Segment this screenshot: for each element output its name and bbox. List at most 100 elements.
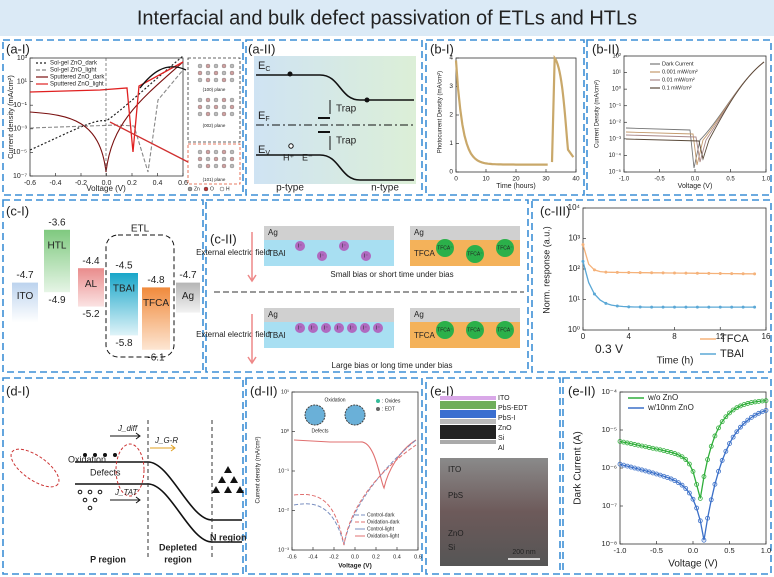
inset-qd [304, 404, 326, 426]
energy-level [44, 229, 70, 293]
atom-label: H [226, 186, 230, 192]
x-tick-label: 0.4 [153, 180, 163, 187]
marker [749, 415, 754, 420]
atom [221, 97, 227, 103]
marker [683, 457, 689, 462]
y-tick-label: 10⁻⁷ [602, 501, 617, 510]
y-tick-label: 10³ [568, 234, 580, 243]
legend-entry: Sol-gel ZnO_light [50, 68, 97, 74]
curve [582, 244, 755, 275]
carrier [93, 453, 97, 457]
curve [29, 61, 184, 153]
label: N region [210, 532, 247, 542]
atom [205, 149, 211, 155]
x-tick-label: 0.2 [372, 554, 380, 560]
device-layer [440, 419, 496, 424]
label: J_diff [117, 424, 138, 433]
carrier [212, 486, 220, 493]
atom [221, 77, 227, 83]
atom [213, 70, 219, 76]
energy-value: -4.7 [179, 270, 197, 281]
atom [205, 156, 211, 162]
x-axis-title: Time (h) [657, 356, 694, 367]
atom [197, 111, 203, 117]
atom [205, 97, 211, 103]
ion-label: I⁻ [337, 325, 341, 331]
panel-label: (d-I) [6, 383, 30, 398]
label: : EDT [382, 406, 395, 412]
subscript: V [265, 150, 270, 157]
energy-level [176, 282, 200, 313]
x-tick-label: 0 [581, 332, 586, 341]
arrow [110, 432, 141, 440]
atom [229, 163, 235, 169]
atom [205, 63, 211, 69]
curve [29, 55, 184, 151]
carrier [230, 476, 238, 483]
atom [213, 163, 219, 169]
curve [625, 61, 765, 161]
y-tick-label: 10⁰ [612, 86, 622, 93]
curve [619, 400, 767, 499]
plane-label: (101) plane [203, 177, 226, 182]
marker [679, 482, 685, 488]
ion-label: I⁻ [376, 325, 380, 331]
x-tick-label: 20 [512, 176, 520, 183]
marker [679, 454, 685, 460]
marker [683, 486, 689, 491]
legend-entry: 0.001 mW/cm² [662, 69, 698, 75]
label: P region [90, 554, 126, 564]
x-tick-label: 0.0 [688, 546, 698, 555]
label: E⁻ [302, 152, 313, 162]
marker [730, 407, 736, 413]
x-axis-title: Voltage (V) [678, 183, 713, 190]
x-axis-title: Voltage (V) [668, 559, 717, 570]
x-tick-label: 0.0 [102, 180, 112, 187]
energy-level [110, 273, 138, 336]
x-tick-label: 0.5 [726, 177, 735, 183]
carrier [103, 453, 107, 457]
y-tick-label: 10⁰ [281, 428, 290, 435]
ion-label: I⁻ [311, 325, 315, 331]
device-layer [440, 410, 496, 418]
x-tick-label: -0.6 [24, 180, 36, 187]
x-tick-label: -0.4 [49, 180, 61, 187]
layer-name: HTL [48, 240, 67, 251]
x-axis-title: Voltage (V) [86, 184, 126, 193]
atom [213, 111, 219, 117]
y-tick-label: 10¹ [612, 70, 621, 76]
layer-label: ITO [498, 395, 510, 402]
x-tick-label: -1.0 [614, 546, 627, 555]
ion [436, 239, 454, 257]
label: region [164, 554, 192, 564]
carrier [97, 489, 103, 495]
ion [373, 323, 383, 333]
ion [308, 323, 318, 333]
ion-label: TFCA⁻ [437, 245, 453, 251]
device-layer [440, 401, 496, 409]
atom [221, 156, 227, 162]
label: Large bias or long time under bias [332, 361, 453, 370]
carrier [87, 505, 93, 511]
x-axis-title: Time (hours) [496, 183, 535, 190]
x-tick-label: 40 [572, 176, 580, 183]
x-tick-label: 0 [454, 176, 458, 183]
label: J_G-R [154, 436, 178, 445]
plot-frame [455, 57, 577, 173]
plot-frame [582, 207, 767, 331]
carrier [218, 476, 226, 483]
layer-label: Al [498, 445, 505, 452]
label: Ag [268, 310, 278, 319]
y-axis-title: Current density (mA/cm²) [256, 436, 262, 503]
panel-label: (b-II) [592, 41, 619, 56]
label: Ag [414, 228, 424, 237]
legend-entry: w/10nm ZnO [647, 403, 694, 412]
legend-entry: w/o ZnO [647, 393, 678, 402]
atom [221, 63, 227, 69]
sem-label: ZnO [448, 529, 464, 538]
y-tick-label: 0 [449, 169, 453, 176]
atom [221, 163, 227, 169]
ion-label: I⁻ [298, 325, 302, 331]
ion [334, 323, 344, 333]
legend-entry: Oxidation-dark [367, 519, 400, 525]
